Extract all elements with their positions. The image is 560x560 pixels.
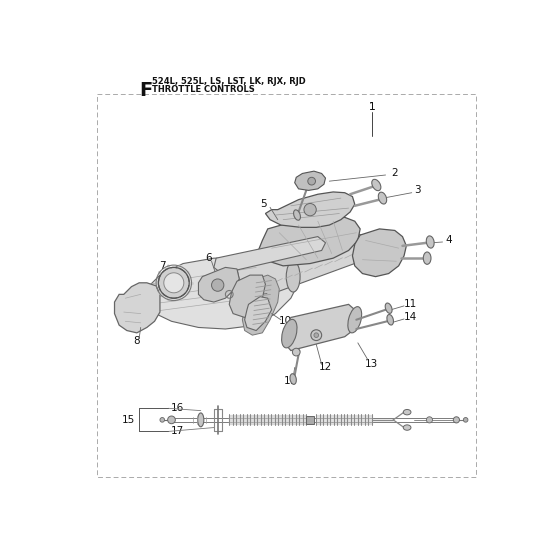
Circle shape xyxy=(304,203,316,216)
Text: 17: 17 xyxy=(171,426,184,436)
Text: 1: 1 xyxy=(368,102,375,112)
Polygon shape xyxy=(283,304,358,351)
Text: 11: 11 xyxy=(404,300,417,309)
Bar xyxy=(97,94,477,477)
Text: 4: 4 xyxy=(445,235,452,245)
Circle shape xyxy=(463,418,468,422)
Polygon shape xyxy=(214,236,325,273)
Ellipse shape xyxy=(426,236,434,248)
Circle shape xyxy=(453,417,459,423)
Text: 14: 14 xyxy=(404,312,417,323)
Circle shape xyxy=(167,416,175,424)
Polygon shape xyxy=(242,275,279,335)
Polygon shape xyxy=(237,233,376,298)
Text: F: F xyxy=(139,81,152,100)
Text: 12: 12 xyxy=(319,362,332,372)
Text: 524L, 525L, LS, LST, LK, RJX, RJD: 524L, 525L, LS, LST, LK, RJX, RJD xyxy=(152,77,306,86)
Text: 15: 15 xyxy=(122,415,135,425)
Text: 7: 7 xyxy=(159,261,166,271)
Polygon shape xyxy=(352,229,407,277)
Circle shape xyxy=(314,333,319,338)
Ellipse shape xyxy=(403,409,411,415)
Polygon shape xyxy=(115,283,160,333)
Polygon shape xyxy=(265,192,355,227)
Ellipse shape xyxy=(372,179,381,191)
Circle shape xyxy=(292,348,300,356)
Ellipse shape xyxy=(290,374,296,384)
Text: 11: 11 xyxy=(284,376,297,386)
Ellipse shape xyxy=(198,413,204,427)
Polygon shape xyxy=(229,275,265,318)
Circle shape xyxy=(212,279,224,291)
Text: 13: 13 xyxy=(365,358,379,368)
Circle shape xyxy=(426,417,432,423)
Text: 16: 16 xyxy=(171,403,184,413)
Polygon shape xyxy=(295,171,325,190)
Polygon shape xyxy=(129,258,298,329)
Ellipse shape xyxy=(385,303,392,314)
Ellipse shape xyxy=(379,192,386,204)
Text: THROTTLE CONTROLS: THROTTLE CONTROLS xyxy=(152,85,255,94)
Text: 1: 1 xyxy=(368,102,375,112)
Ellipse shape xyxy=(348,307,362,333)
Ellipse shape xyxy=(403,425,411,430)
Text: 2: 2 xyxy=(391,169,398,179)
Text: 9: 9 xyxy=(267,290,273,300)
Circle shape xyxy=(164,273,184,293)
Circle shape xyxy=(160,418,165,422)
Ellipse shape xyxy=(293,210,301,220)
Circle shape xyxy=(308,178,315,185)
Circle shape xyxy=(311,330,321,340)
Bar xyxy=(306,416,314,424)
Ellipse shape xyxy=(286,261,300,292)
Polygon shape xyxy=(245,297,272,330)
Text: 5: 5 xyxy=(260,199,267,209)
Text: 10: 10 xyxy=(279,316,292,326)
Text: 3: 3 xyxy=(414,185,421,195)
Polygon shape xyxy=(198,267,239,302)
Ellipse shape xyxy=(423,252,431,264)
Circle shape xyxy=(158,267,189,298)
Ellipse shape xyxy=(282,319,297,348)
Ellipse shape xyxy=(387,315,394,325)
Text: 6: 6 xyxy=(205,253,212,263)
Polygon shape xyxy=(258,217,360,266)
Text: 8: 8 xyxy=(133,335,140,346)
